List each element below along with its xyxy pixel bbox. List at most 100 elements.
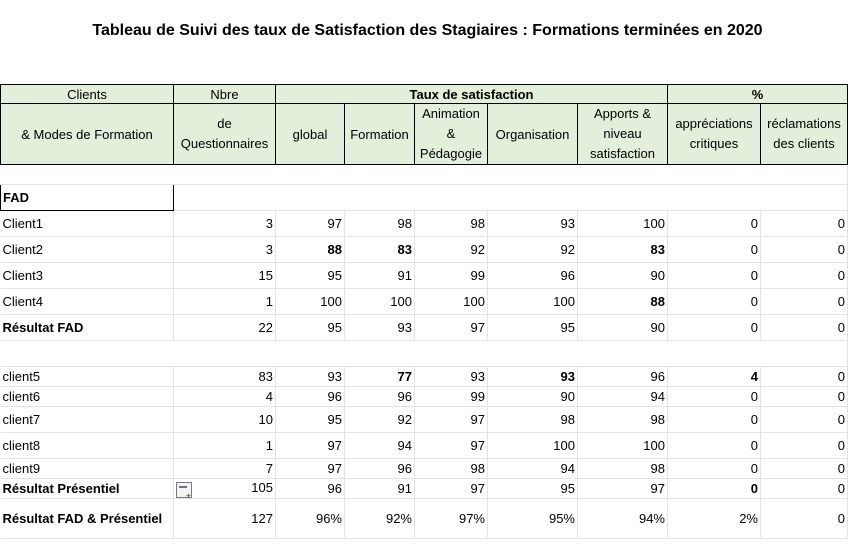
cell-apports[interactable]: 98 bbox=[577, 458, 668, 479]
cell-apports[interactable]: 96 bbox=[577, 366, 668, 387]
spacer-row[interactable] bbox=[0, 164, 848, 185]
quick-analysis-icon[interactable] bbox=[176, 481, 192, 498]
cell-formation[interactable]: 92% bbox=[344, 498, 415, 539]
cell-appreciations[interactable]: 0 bbox=[667, 288, 761, 315]
row-label[interactable]: Résultat FAD & Présentiel bbox=[0, 498, 174, 539]
cell-reclamations[interactable]: 0 bbox=[760, 288, 848, 315]
cell-organisation[interactable]: 100 bbox=[487, 432, 578, 459]
cell-apports[interactable]: 94% bbox=[577, 498, 668, 539]
row-label[interactable]: Client4 bbox=[0, 288, 174, 315]
cell-formation[interactable]: 91 bbox=[344, 478, 415, 499]
cell-formation[interactable]: 96 bbox=[344, 458, 415, 479]
cell-animation[interactable]: 97 bbox=[414, 406, 488, 433]
cell-n[interactable]: 22 bbox=[173, 314, 276, 341]
cell-organisation[interactable]: 95 bbox=[487, 314, 578, 341]
row-label[interactable]: Client2 bbox=[0, 236, 174, 263]
cell-reclamations[interactable]: 0 bbox=[760, 262, 848, 289]
cell-global[interactable]: 97 bbox=[275, 432, 345, 459]
cell-n[interactable]: 105 bbox=[173, 478, 276, 499]
header-clients[interactable]: Clients bbox=[0, 84, 174, 104]
cell-organisation[interactable]: 92 bbox=[487, 236, 578, 263]
header-apports[interactable]: Apports & niveau satisfaction bbox=[577, 103, 668, 165]
cell-reclamations[interactable]: 0 bbox=[760, 366, 848, 387]
cell-appreciations[interactable]: 2% bbox=[667, 498, 761, 539]
row-label[interactable]: client5 bbox=[0, 366, 174, 387]
row-label[interactable]: Résultat FAD bbox=[0, 314, 174, 341]
cell-global[interactable]: 97 bbox=[275, 458, 345, 479]
header-nbre[interactable]: Nbre bbox=[173, 84, 276, 104]
cell-organisation[interactable]: 93 bbox=[487, 210, 578, 237]
cell-global[interactable]: 97 bbox=[275, 210, 345, 237]
cell-global[interactable]: 95 bbox=[275, 406, 345, 433]
header-formation[interactable]: Formation bbox=[344, 103, 415, 165]
cell-reclamations[interactable]: 0 bbox=[760, 314, 848, 341]
cell-appreciations[interactable]: 0 bbox=[667, 478, 761, 499]
cell-n[interactable]: 4 bbox=[173, 386, 276, 407]
cell-formation[interactable]: 94 bbox=[344, 432, 415, 459]
cell-global[interactable]: 96 bbox=[275, 386, 345, 407]
cell-formation[interactable]: 96 bbox=[344, 386, 415, 407]
cell-global[interactable]: 95 bbox=[275, 262, 345, 289]
header-modes-formation[interactable]: & Modes de Formation bbox=[0, 103, 174, 165]
header-animation[interactable]: Animation & Pédagogie bbox=[414, 103, 488, 165]
cell-n[interactable]: 3 bbox=[173, 210, 276, 237]
cell-animation[interactable]: 97 bbox=[414, 432, 488, 459]
cell-organisation[interactable]: 90 bbox=[487, 386, 578, 407]
cell-apports[interactable]: 83 bbox=[577, 236, 668, 263]
cell-appreciations[interactable]: 0 bbox=[667, 432, 761, 459]
cell-animation[interactable]: 93 bbox=[414, 366, 488, 387]
header-appreciations[interactable]: appréciations critiques bbox=[667, 103, 761, 165]
cell-reclamations[interactable]: 0 bbox=[760, 458, 848, 479]
cell-reclamations[interactable]: 0 bbox=[760, 478, 848, 499]
row-label[interactable]: client7 bbox=[0, 406, 174, 433]
cell-organisation[interactable]: 93 bbox=[487, 366, 578, 387]
cell-appreciations[interactable]: 0 bbox=[667, 236, 761, 263]
cell-animation[interactable]: 98 bbox=[414, 458, 488, 479]
cell-global[interactable]: 96% bbox=[275, 498, 345, 539]
cell-formation[interactable]: 77 bbox=[344, 366, 415, 387]
cell-organisation[interactable]: 94 bbox=[487, 458, 578, 479]
cell-animation[interactable]: 97 bbox=[414, 314, 488, 341]
cell-n[interactable]: 10 bbox=[173, 406, 276, 433]
cell-appreciations[interactable]: 0 bbox=[667, 458, 761, 479]
cell-apports[interactable]: 90 bbox=[577, 314, 668, 341]
cell-appreciations[interactable]: 0 bbox=[667, 210, 761, 237]
cell-reclamations[interactable]: 0 bbox=[760, 498, 848, 539]
header-percent[interactable]: % bbox=[667, 84, 848, 104]
cell-organisation[interactable]: 98 bbox=[487, 406, 578, 433]
cell-animation[interactable]: 100 bbox=[414, 288, 488, 315]
section-fad[interactable]: FAD bbox=[0, 184, 174, 211]
header-questionnaires[interactable]: de Questionnaires bbox=[173, 103, 276, 165]
cell-apports[interactable]: 98 bbox=[577, 406, 668, 433]
cell-formation[interactable]: 100 bbox=[344, 288, 415, 315]
header-organisation[interactable]: Organisation bbox=[487, 103, 578, 165]
cell-n[interactable]: 83 bbox=[173, 366, 276, 387]
cell-formation[interactable]: 83 bbox=[344, 236, 415, 263]
cell-appreciations[interactable]: 0 bbox=[667, 314, 761, 341]
cell-global[interactable]: 100 bbox=[275, 288, 345, 315]
cell-appreciations[interactable]: 0 bbox=[667, 406, 761, 433]
cell-animation[interactable]: 98 bbox=[414, 210, 488, 237]
cell-appreciations[interactable]: 0 bbox=[667, 386, 761, 407]
row-label[interactable]: Client3 bbox=[0, 262, 174, 289]
cell-apports[interactable]: 90 bbox=[577, 262, 668, 289]
header-global[interactable]: global bbox=[275, 103, 345, 165]
cell-n[interactable]: 7 bbox=[173, 458, 276, 479]
cell-organisation[interactable]: 96 bbox=[487, 262, 578, 289]
section-fad-blank[interactable] bbox=[173, 184, 848, 211]
cell-formation[interactable]: 98 bbox=[344, 210, 415, 237]
cell-appreciations[interactable]: 4 bbox=[667, 366, 761, 387]
cell-apports[interactable]: 100 bbox=[577, 210, 668, 237]
cell-organisation[interactable]: 95% bbox=[487, 498, 578, 539]
cell-global[interactable]: 96 bbox=[275, 478, 345, 499]
cell-reclamations[interactable]: 0 bbox=[760, 210, 848, 237]
row-label[interactable]: Client1 bbox=[0, 210, 174, 237]
cell-n[interactable]: 1 bbox=[173, 288, 276, 315]
cell-global[interactable]: 93 bbox=[275, 366, 345, 387]
row-label[interactable]: client6 bbox=[0, 386, 174, 407]
cell-appreciations[interactable]: 0 bbox=[667, 262, 761, 289]
cell-n[interactable]: 1 bbox=[173, 432, 276, 459]
cell-formation[interactable]: 91 bbox=[344, 262, 415, 289]
cell-organisation[interactable]: 100 bbox=[487, 288, 578, 315]
cell-n[interactable]: 3 bbox=[173, 236, 276, 263]
